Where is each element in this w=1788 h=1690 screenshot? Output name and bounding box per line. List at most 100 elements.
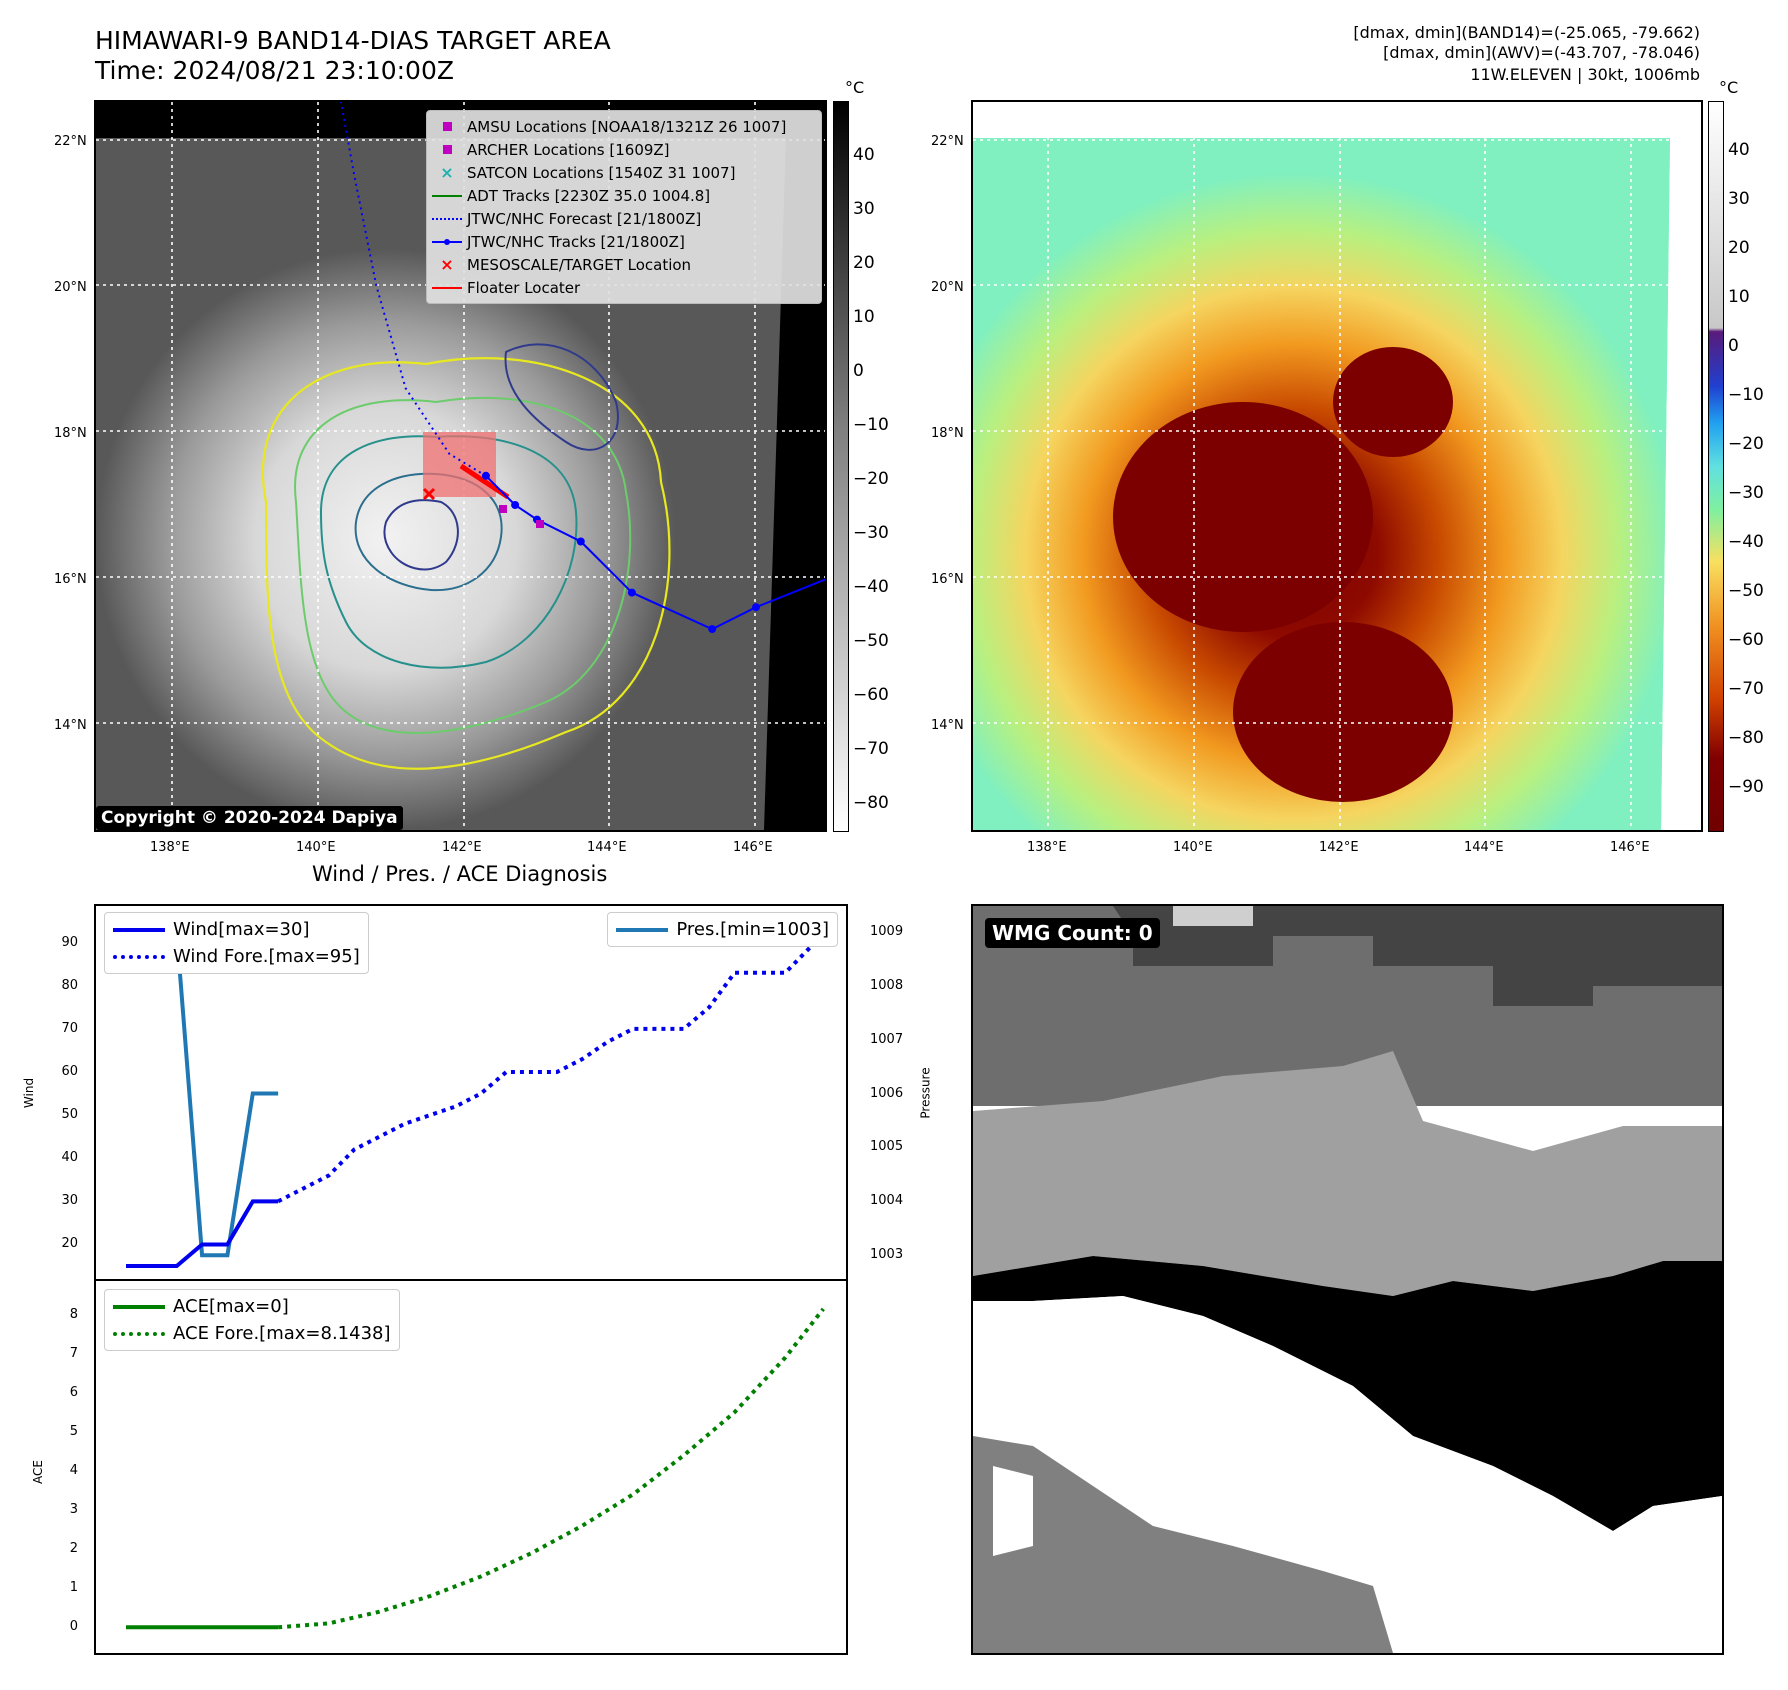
wind-line (126, 1199, 279, 1268)
floater-box (423, 432, 496, 497)
pressure-axis-label: Pressure (918, 1067, 933, 1119)
axis-tick: 1005 (870, 1139, 904, 1155)
lon-label: 142°E (1319, 840, 1359, 855)
lon-label: 138°E (1027, 840, 1067, 855)
axis-tick: 5 (69, 1423, 78, 1439)
axis-tick: 0 (69, 1619, 78, 1635)
lon-label: 144°E (587, 840, 627, 855)
lat-label: 18°N (931, 426, 964, 441)
amsu-marker (499, 505, 507, 513)
axis-tick: 1006 (870, 1085, 904, 1101)
lon-label: 144°E (1464, 840, 1504, 855)
axis-tick: 30 (61, 1193, 78, 1209)
colorbar-tick: −20 (853, 469, 889, 489)
colorbar-unit: °C (845, 78, 865, 97)
colorbar-tick: 40 (1728, 140, 1750, 160)
track-point (752, 603, 760, 612)
diagnosis-title: Wind / Pres. / ACE Diagnosis (312, 862, 608, 886)
colorbar-tick: −90 (1728, 777, 1764, 797)
colorbar-tick: −30 (853, 523, 889, 543)
wind-pres-plot: Wind[max=30] Wind Fore.[max=95] Pres.[mi… (94, 904, 848, 1281)
colorbar-tick: 20 (853, 253, 875, 273)
colorbar-tick: 0 (853, 361, 864, 381)
figure-time: Time: 2024/08/21 23:10:00Z (95, 56, 454, 85)
colorbar-tick: 40 (853, 145, 875, 165)
lat-label: 14°N (54, 718, 87, 733)
storm-core (1113, 402, 1373, 632)
colorbar-tick: −10 (853, 415, 889, 435)
axis-tick: 50 (61, 1107, 78, 1123)
legend-wind-forecast: Wind Fore.[max=95] (105, 943, 360, 970)
ace-legend: ACE[max=0] ACE Fore.[max=8.1438] (104, 1289, 400, 1351)
axis-tick: 80 (61, 977, 78, 993)
colorbar-tick: −40 (1728, 532, 1764, 552)
wmg-svg (973, 906, 1722, 1653)
wind-axis-label: Wind (22, 1077, 37, 1109)
jtwc-forecast-track (339, 102, 487, 477)
colorbar-tick: −40 (853, 577, 889, 597)
lat-label: 22°N (54, 134, 87, 149)
lat-label: 22°N (931, 134, 964, 149)
target-marker (422, 487, 436, 501)
axis-tick: 1007 (870, 1031, 904, 1047)
axis-tick: 1009 (870, 923, 904, 939)
lon-label: 146°E (1610, 840, 1650, 855)
enhanced-map-svg (973, 102, 1701, 830)
colorbar-tick: −50 (1728, 581, 1764, 601)
legend-track: JTWC/NHC Tracks [21/1800Z] (427, 230, 821, 253)
info-awv: [dmax, dmin](AWV)=(-43.707, -78.046) (1383, 43, 1700, 62)
wmg-panel: WMG Count: 0 (971, 904, 1724, 1655)
legend-ace: ACE[max=0] (105, 1293, 391, 1320)
legend-adt: ADT Tracks [2230Z 35.0 1004.8] (427, 184, 821, 207)
axis-tick: 60 (61, 1063, 78, 1079)
ace-axis-label: ACE (30, 1460, 45, 1484)
map-legend: AMSU Locations [NOAA18/1321Z 26 1007] AR… (426, 110, 822, 304)
lon-label: 138°E (150, 840, 190, 855)
lat-label: 16°N (54, 572, 87, 587)
colorbar-tick: 10 (853, 307, 875, 327)
enhanced-map-panel (971, 100, 1703, 832)
track-point (627, 588, 636, 597)
ace-plot: ACE[max=0] ACE Fore.[max=8.1438] (94, 1279, 848, 1655)
enhanced-colorbar (1708, 101, 1724, 832)
lon-label: 146°E (733, 840, 773, 855)
axis-tick: 1 (69, 1580, 78, 1596)
ir-map-panel: AMSU Locations [NOAA18/1321Z 26 1007] AR… (94, 100, 827, 832)
copyright-label: Copyright © 2020-2024 Dapiya (96, 806, 403, 830)
track-point (511, 501, 520, 509)
axis-tick: 6 (69, 1384, 78, 1400)
legend-satcon: × SATCON Locations [1540Z 31 1007] (440, 163, 736, 182)
colorbar-tick: −80 (1728, 728, 1764, 748)
archer-marker (536, 520, 544, 528)
lat-label: 20°N (931, 280, 964, 295)
axis-tick: 2 (69, 1541, 78, 1557)
colorbar-tick: 20 (1728, 238, 1750, 258)
axis-tick: 3 (69, 1502, 78, 1517)
lat-label: 16°N (931, 572, 964, 587)
colorbar-tick: 30 (1728, 189, 1750, 209)
axis-tick: 7 (69, 1345, 78, 1361)
pres-legend: Pres.[min=1003] (607, 912, 838, 947)
wmg-count-label: WMG Count: 0 (985, 918, 1160, 948)
legend-ace-forecast: ACE Fore.[max=8.1438] (105, 1320, 391, 1347)
colorbar-tick: −50 (853, 631, 889, 651)
track-point (708, 625, 717, 634)
figure-title: HIMAWARI-9 BAND14-DIAS TARGET AREA (95, 26, 611, 55)
ace-forecast-line (277, 1307, 825, 1630)
info-storm: 11W.ELEVEN | 30kt, 1006mb (1470, 65, 1700, 84)
colorbar-tick: −80 (853, 793, 889, 813)
axis-tick: 90 (61, 934, 78, 950)
wind-forecast-line (277, 945, 813, 1204)
axis-tick: 8 (69, 1306, 78, 1322)
colorbar-tick: 10 (1728, 287, 1750, 307)
axis-tick: 4 (69, 1462, 78, 1478)
lat-label: 14°N (931, 718, 964, 733)
lon-label: 142°E (442, 840, 482, 855)
colorbar-tick: −60 (853, 685, 889, 705)
legend-target: × MESOSCALE/TARGET Location (440, 255, 692, 274)
legend-archer: ARCHER Locations [1609Z] (427, 138, 821, 161)
legend-wind: Wind[max=30] (105, 916, 360, 943)
cold-cloud-south (1233, 622, 1453, 802)
axis-tick: 1004 (870, 1193, 904, 1209)
floater-locater-line (459, 463, 510, 500)
